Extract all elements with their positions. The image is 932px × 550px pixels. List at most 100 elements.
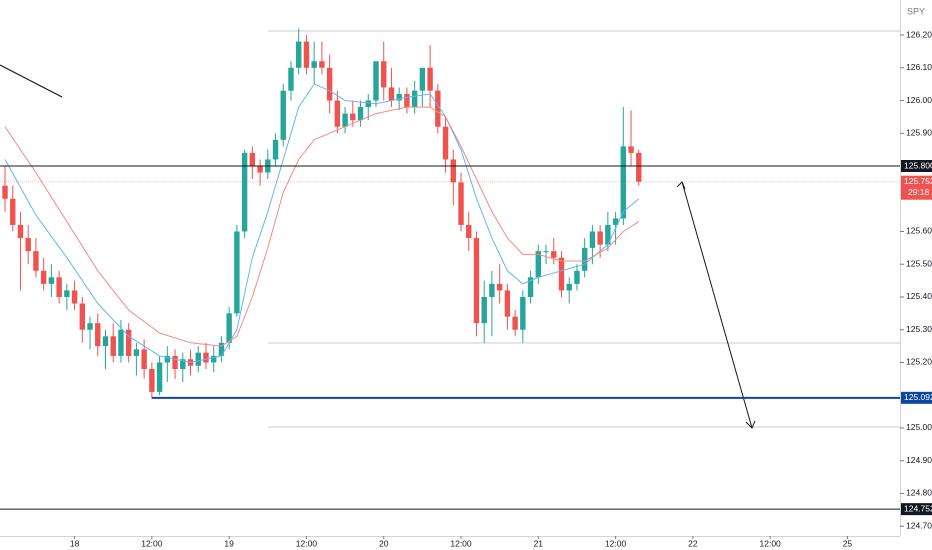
y-tick-label: 125.300 <box>906 324 932 334</box>
price-label-bg <box>901 503 932 516</box>
candle-body <box>303 41 310 68</box>
candle-body <box>2 185 8 199</box>
y-tick-label: 126.200 <box>906 29 932 39</box>
candle-body <box>195 352 201 366</box>
candle-body <box>133 349 140 356</box>
price-label-bg <box>901 391 932 404</box>
candle-body <box>87 323 93 330</box>
candle-body <box>365 100 371 108</box>
candle-body <box>350 113 356 121</box>
candle-body <box>280 90 286 140</box>
x-tick-label: 22 <box>688 538 698 548</box>
y-tick-label: 124.800 <box>906 488 932 498</box>
arrow-head <box>745 420 756 429</box>
candle-body <box>435 90 441 127</box>
candle-body <box>64 290 70 297</box>
moving-average-line <box>4 106 640 347</box>
countdown-label: 29:18 <box>908 187 930 197</box>
candle-body <box>56 277 62 297</box>
candle-body <box>272 139 279 160</box>
candle-body <box>450 159 456 183</box>
y-tick-label: 124.900 <box>906 455 932 465</box>
x-tick-label: 12:00 <box>605 538 627 548</box>
candle-body <box>141 349 147 370</box>
y-tick-label: 124.700 <box>906 520 932 530</box>
x-tick-label: 21 <box>534 538 544 548</box>
x-tick-label: 12:00 <box>296 538 318 548</box>
candle-body <box>110 336 116 356</box>
candle-body <box>311 61 317 68</box>
candle-body <box>234 231 240 314</box>
candle-body <box>597 231 603 245</box>
candle-body <box>489 283 495 297</box>
price-label-bg <box>901 175 932 200</box>
candle-body <box>17 224 24 239</box>
candle-body <box>411 90 418 108</box>
candle-body <box>566 283 572 291</box>
candle-body <box>404 93 410 108</box>
candle-body <box>342 113 348 127</box>
candle-body <box>496 283 503 291</box>
x-tick-label: 12:00 <box>450 538 472 548</box>
price-label: 124.752 <box>904 503 932 513</box>
y-tick-label: 125.500 <box>906 258 932 268</box>
candle-body <box>458 182 464 225</box>
arrow-line <box>681 181 753 429</box>
candle-body <box>326 67 333 101</box>
candle-body <box>620 146 627 219</box>
candle-body <box>535 251 542 278</box>
trend-line <box>0 64 63 98</box>
candle-body <box>156 362 163 392</box>
candle-body <box>381 61 387 88</box>
candle-body <box>473 238 480 324</box>
candle-body <box>396 93 402 101</box>
candle-body <box>419 67 426 91</box>
x-tick-label: 20 <box>379 538 389 548</box>
candle-body <box>180 359 186 370</box>
candle-body <box>118 329 124 356</box>
candle-body <box>558 257 565 291</box>
candle-body <box>249 152 256 167</box>
price-label-bg <box>901 160 932 173</box>
candle-body <box>357 107 364 121</box>
candle-body <box>210 355 217 363</box>
candle-body <box>551 251 557 258</box>
y-tick-label: 125.900 <box>906 128 932 138</box>
candle-body <box>172 355 178 370</box>
y-tick-label: 125.000 <box>906 422 932 432</box>
candle-body <box>427 67 433 91</box>
candle-body <box>612 218 619 225</box>
x-tick-label: 12:00 <box>760 538 782 548</box>
candle-body <box>218 342 225 356</box>
candle-body <box>628 146 634 153</box>
candle-body <box>334 100 341 127</box>
candle-body <box>226 313 232 343</box>
y-tick-label: 125.400 <box>906 291 932 301</box>
x-tick-label: 19 <box>224 538 234 548</box>
candle-body <box>40 270 47 284</box>
candle-body <box>581 247 588 271</box>
x-tick-label: 18 <box>70 538 80 548</box>
candle-body <box>574 270 580 284</box>
candle-body <box>636 152 642 182</box>
candle-body <box>605 224 611 245</box>
candle-body <box>25 238 31 252</box>
price-label: 125.800 <box>904 160 932 170</box>
candle-body <box>504 290 511 317</box>
candle-body <box>125 329 132 356</box>
candle-body <box>589 231 596 248</box>
candle-body <box>95 323 101 347</box>
candle-body <box>164 355 171 363</box>
price-label: 125.752 <box>904 176 932 186</box>
candle-body <box>241 152 248 232</box>
candle-body <box>466 224 472 239</box>
moving-average-line <box>4 83 640 364</box>
candle-body <box>257 166 263 173</box>
candle-body <box>33 251 39 271</box>
symbol: SPY <box>907 6 925 16</box>
y-tick-label: 125.200 <box>906 357 932 367</box>
candle-body <box>527 277 534 297</box>
y-tick-label: 125.600 <box>906 226 932 236</box>
candle-body <box>442 126 449 160</box>
